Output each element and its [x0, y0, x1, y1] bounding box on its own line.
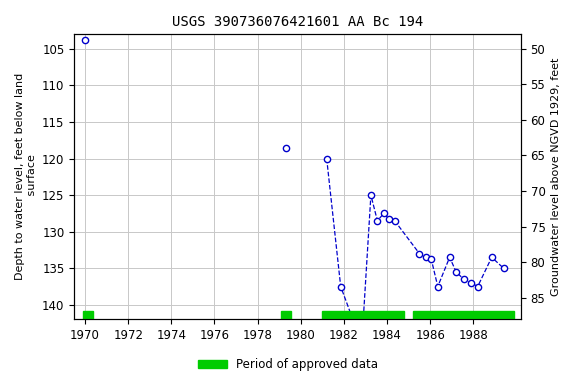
- Bar: [323, 311, 404, 320]
- Y-axis label: Depth to water level, feet below land
 surface: Depth to water level, feet below land su…: [15, 73, 37, 280]
- Bar: [281, 311, 291, 320]
- Bar: [413, 311, 514, 320]
- Title: USGS 390736076421601 AA Bc 194: USGS 390736076421601 AA Bc 194: [172, 15, 423, 29]
- Legend: Period of approved data: Period of approved data: [193, 354, 383, 376]
- Y-axis label: Groundwater level above NGVD 1929, feet: Groundwater level above NGVD 1929, feet: [551, 58, 561, 296]
- Bar: [83, 311, 93, 320]
